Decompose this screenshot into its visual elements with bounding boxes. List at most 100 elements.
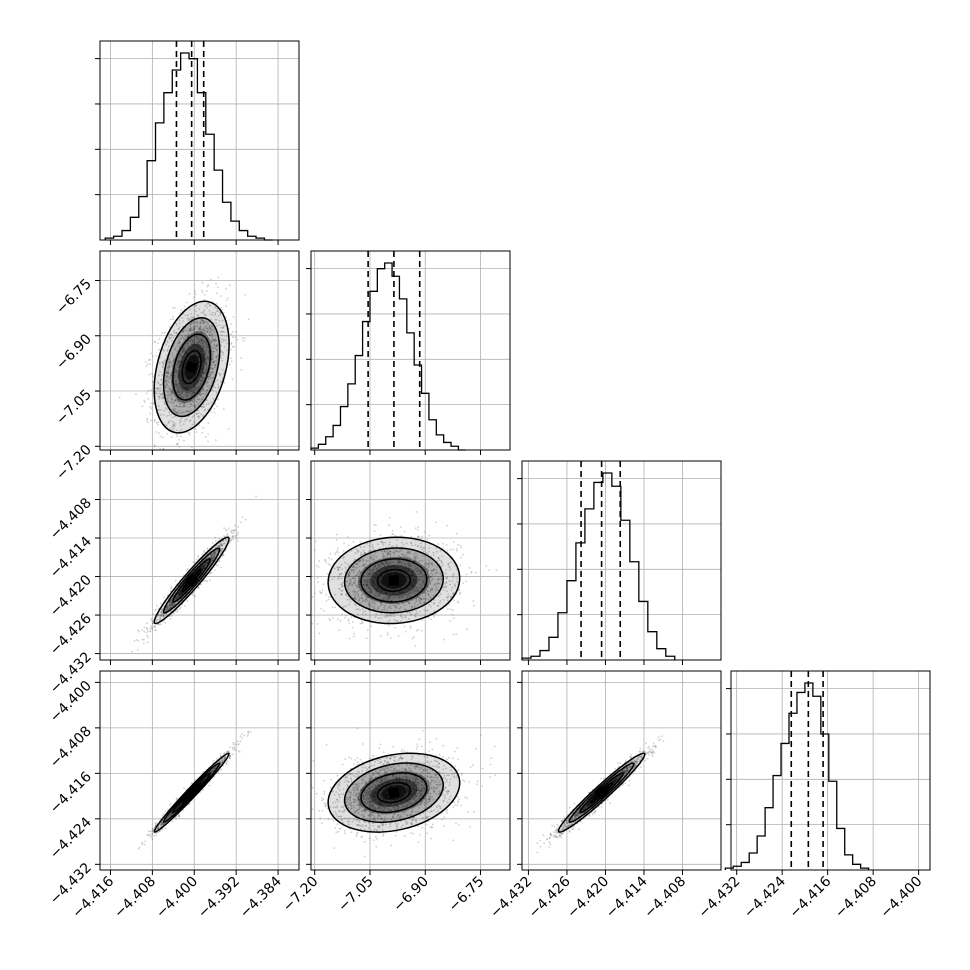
sample-point [366,629,369,631]
sample-point [410,613,413,615]
sample-point [199,382,202,385]
sample-point [386,614,389,617]
sample-point [214,550,217,552]
sample-point [209,579,211,582]
sample-point [217,548,220,551]
sample-point [167,361,170,364]
sample-point [419,559,422,562]
sample-point [398,607,401,610]
sample-point [430,569,432,572]
sample-point [175,598,177,601]
sample-point [207,433,210,435]
sample-point [452,617,455,620]
sample-point [361,558,364,560]
sample-point [176,324,179,327]
sample-point [166,398,168,400]
sample-point [331,578,334,581]
sample-point [220,544,223,547]
sample-point [155,355,158,357]
sample-point [456,547,458,550]
sample-point [428,547,431,550]
sample-point [201,398,204,401]
sample-point [320,591,323,594]
sample-point [197,409,200,412]
sample-point [459,564,462,567]
sample-point [210,341,213,344]
sample-point [423,598,425,600]
sample-point [337,566,339,569]
sample-point [408,592,411,595]
sample-point [399,614,402,617]
sample-point [213,551,215,553]
sample-point [166,375,169,378]
sample-point [146,628,149,630]
sample-point [157,424,160,426]
sample-point [401,601,403,604]
sample-point [420,545,423,548]
sample-point [161,611,163,613]
sample-point [415,511,418,513]
sample-point [216,302,219,305]
sample-point [176,594,179,596]
sample-point [426,583,429,586]
sample-point [445,581,448,584]
sample-point [432,594,435,597]
sample-point [391,599,393,602]
sample-point [136,649,139,651]
sample-point [159,389,162,392]
sample-point [421,574,424,577]
sample-point [156,387,159,390]
sample-point [192,339,195,342]
sample-point [178,354,181,357]
sample-point [423,601,426,604]
sample-point [193,296,196,299]
sample-point [183,420,186,423]
sample-point [187,391,190,394]
sample-point [388,606,391,608]
sample-point [211,361,214,363]
sample-point [213,411,216,414]
sample-point [182,412,185,414]
sample-point [170,598,173,601]
sample-point [195,559,198,561]
sample-point [155,620,157,623]
sample-point [355,585,358,587]
sample-point [143,638,145,641]
sample-point [223,527,226,529]
sample-point [186,432,189,434]
sample-point [164,609,167,612]
sample-point [160,611,162,614]
sample-point [446,590,448,593]
sample-point [374,565,376,568]
sample-point [445,569,448,571]
sample-point [165,379,167,381]
sample-point [184,305,186,308]
sample-point [340,593,343,596]
sample-point [150,389,153,391]
sample-point [395,602,398,605]
sample-point [178,319,181,322]
sample-point [423,609,426,612]
sample-point [211,559,214,562]
sample-point [371,602,374,605]
sample-point [359,553,362,556]
sample-point [209,554,212,557]
sample-point [213,360,216,363]
sample-point [420,598,423,601]
sample-point [198,416,200,419]
sample-point [415,586,418,589]
sample-point [170,391,173,394]
sample-point [188,432,191,434]
sample-point [439,599,442,602]
sample-point [409,552,411,555]
sample-point [180,337,183,339]
sample-point [358,570,361,572]
sample-point [227,428,230,430]
sample-point [164,407,167,409]
sample-point [185,334,188,337]
sample-point [215,339,218,342]
sample-point [193,391,196,394]
contour-line [162,547,221,614]
sample-point [204,304,207,307]
sample-point [153,444,156,447]
